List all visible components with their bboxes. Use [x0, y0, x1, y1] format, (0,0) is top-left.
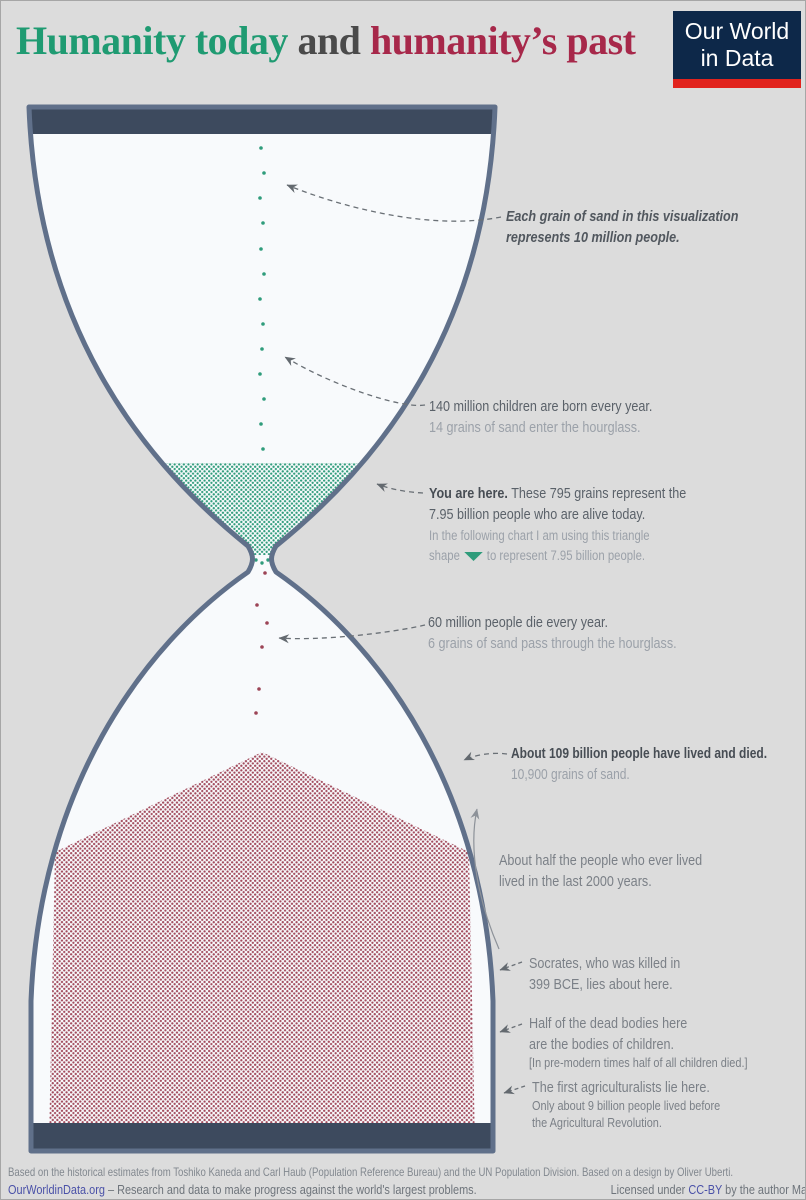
note-children: Half of the dead bodies here are the bod… [529, 1015, 748, 1070]
note-you-are-here: You are here. These 795 grains represent… [429, 485, 687, 563]
title-red: humanity’s past [369, 18, 636, 63]
bracket-half2000 [470, 808, 500, 950]
glass-outline [26, 104, 498, 1154]
note-half-2000: About half the people who ever lived liv… [499, 852, 703, 890]
title-green: Humanity today [16, 18, 288, 63]
arrow-born [284, 356, 426, 407]
green-triangle-icon [464, 552, 483, 561]
note-born: 140 million children are born every year… [429, 398, 653, 436]
falling-grains-red [254, 571, 269, 715]
arrow-die [278, 624, 426, 644]
note-grain: Each grain of sand in this visualization… [506, 208, 739, 246]
note-agriculturalists: The first agriculturalists lie here. Onl… [532, 1079, 721, 1130]
footer-license: Licensed under CC-BY by the author Max R… [610, 1182, 805, 1197]
owid-logo[interactable]: Our World in Data [673, 11, 801, 88]
ccby-link[interactable]: CC-BY [688, 1182, 723, 1197]
footer: Based on the historical estimates from T… [8, 1165, 805, 1197]
note-die: 60 million people die every year. 6 grai… [428, 614, 677, 652]
annotation-arrows [278, 184, 526, 1095]
arrow-socrates [499, 961, 523, 971]
footer-tagline: OurWorldinData.org – Research and data t… [8, 1182, 477, 1197]
hourglass-bottom-cap [29, 1123, 495, 1151]
owid-link[interactable]: OurWorldinData.org [8, 1182, 105, 1197]
owid-logo-text: Our World in Data [684, 18, 790, 71]
hourglass-top-cap [29, 107, 495, 134]
note-socrates: Socrates, who was killed in 399 BCE, lie… [529, 955, 681, 993]
arrow-children [499, 1023, 523, 1033]
red-sand [49, 752, 475, 1141]
logo-red-strip [673, 79, 801, 88]
arrow-agri [503, 1085, 526, 1095]
arrow-dead [463, 751, 508, 761]
falling-grains-green [254, 146, 270, 565]
page-title: Humanity today and humanity’s past [16, 17, 636, 64]
green-sand [91, 463, 433, 555]
footer-credits: Based on the historical estimates from T… [8, 1165, 734, 1179]
footer-row: OurWorldinData.org – Research and data t… [8, 1182, 805, 1197]
arrow-here [376, 483, 424, 494]
title-and: and [287, 18, 370, 63]
note-dead: About 109 billion people have lived and … [511, 745, 768, 783]
